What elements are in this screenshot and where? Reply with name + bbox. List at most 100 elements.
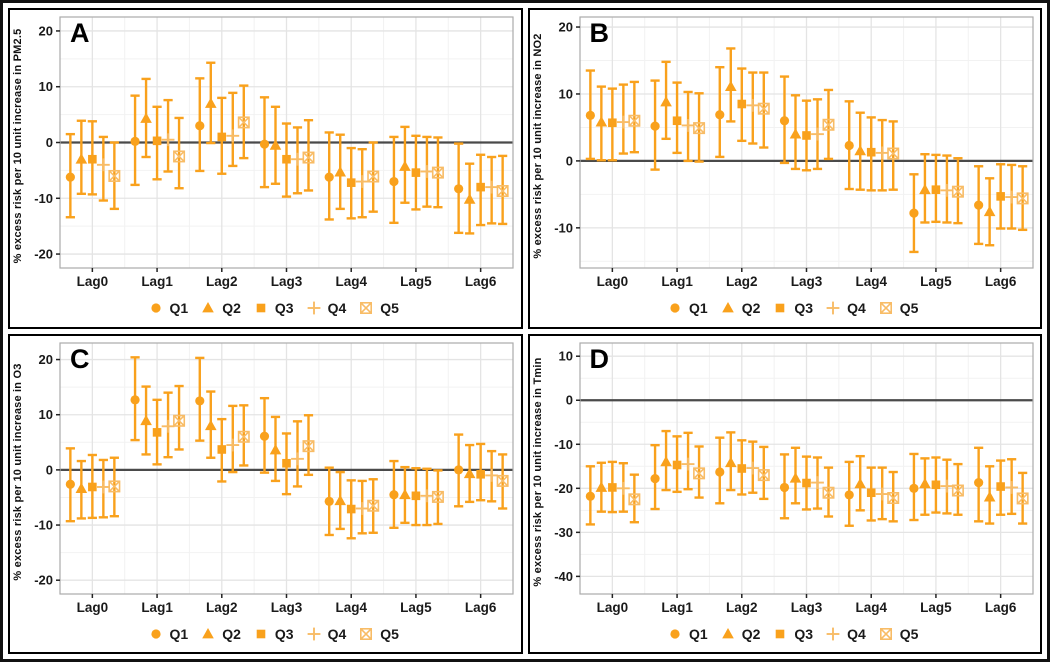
q5-crossed-square-marker — [627, 492, 640, 505]
q4-plus-marker — [96, 158, 110, 172]
q3-square-marker — [995, 192, 1005, 201]
q5-crossed-square-marker — [173, 150, 186, 163]
q2-triangle-marker — [853, 477, 866, 488]
legend-label: Q4 — [847, 300, 866, 316]
x-tick-label: Lag0 — [77, 600, 109, 615]
q1-circle-marker — [973, 477, 983, 487]
q2-triangle-marker — [595, 480, 607, 492]
legend-marker-icon — [150, 303, 161, 313]
panel-b-no2: % excess risk per 10 unit increase in NO… — [527, 8, 1042, 329]
x-tick-label: Lag4 — [335, 600, 367, 615]
q3-square-marker — [736, 463, 746, 473]
q5-crossed-square-marker — [886, 491, 899, 504]
q1-circle-marker — [649, 121, 660, 131]
y-tick-label: -10 — [34, 517, 53, 532]
legend: Q1 Q2 Q3 Q4 Q5 — [546, 620, 1039, 648]
legend-marker-icon — [826, 627, 840, 640]
x-tick-label: Lag2 — [726, 274, 758, 289]
legend-marker-icon — [256, 629, 266, 638]
legend-label: Q5 — [899, 300, 919, 316]
q4-plus-marker — [307, 627, 320, 640]
q4-plus-marker — [161, 133, 175, 147]
q3-square-marker — [256, 629, 266, 638]
q4-plus-marker — [226, 438, 240, 451]
q3-square-marker — [282, 154, 291, 164]
q4-plus-marker — [810, 475, 824, 489]
series-Q4 — [96, 390, 499, 535]
q4-plus-marker — [1004, 480, 1018, 494]
q3-square-marker — [476, 182, 485, 192]
legend: Q1 Q2 Q3 Q4 Q5 — [26, 620, 519, 648]
chart-svg: 20 10 0 -10 -20 Lag0 Lag1 Lag2 Lag3 Lag4 Lag5 Lag6 — [26, 12, 518, 294]
panel-c-o3: % excess risk per 10 unit increase in O3… — [8, 333, 523, 654]
q4-plus-marker — [681, 457, 694, 470]
q1-circle-marker — [195, 395, 205, 406]
q2-triangle-marker — [659, 96, 672, 107]
q5-crossed-square-marker — [951, 484, 964, 497]
q4-plus-marker — [96, 480, 110, 493]
q1-circle-marker — [908, 483, 919, 493]
x-tick-label: Lag6 — [984, 600, 1016, 615]
q1-circle-marker — [973, 200, 983, 210]
panel-label: B — [589, 18, 610, 48]
q2-triangle-marker — [721, 627, 734, 638]
error-bar — [303, 118, 314, 192]
legend-label: Q1 — [689, 625, 708, 642]
q2-triangle-marker — [334, 494, 347, 505]
q5-crossed-square-marker — [757, 468, 770, 481]
q3-square-marker — [607, 118, 617, 128]
q1-circle-marker — [324, 172, 334, 182]
q5-crossed-square-marker — [879, 627, 892, 640]
chart-svg: 20 10 0 -10 -20 Lag0 Lag1 Lag2 Lag3 Lag4 Lag5 Lag6 — [26, 337, 518, 620]
q2-triangle-marker — [140, 112, 152, 123]
legend-item-q4: Q4 — [304, 625, 347, 643]
q1-circle-marker — [670, 628, 680, 639]
y-tick-label: 20 — [558, 20, 572, 35]
error-bar — [758, 445, 768, 500]
y-tick-label: 10 — [558, 86, 572, 101]
q3-square-marker — [607, 482, 617, 492]
x-tick-label: Lag4 — [855, 600, 887, 615]
series-Q1 — [65, 77, 464, 235]
legend-item-q2: Q2 — [718, 299, 760, 317]
legend-item-q2: Q2 — [198, 299, 241, 317]
legend-label: Q4 — [327, 625, 347, 642]
q1-circle-marker — [844, 140, 854, 151]
x-tick-label: Lag2 — [206, 600, 238, 615]
error-bar — [758, 71, 768, 149]
error-bar — [693, 444, 704, 499]
error-bar — [629, 80, 639, 154]
q4-plus-marker — [616, 115, 630, 129]
legend-marker-icon — [202, 627, 215, 638]
legend-marker-icon — [776, 303, 785, 313]
x-tick-label: Lag1 — [661, 600, 693, 615]
q3-square-marker — [217, 444, 227, 454]
q3-square-marker — [152, 427, 162, 437]
chart-no2: 20 10 0 -10 Lag0 Lag1 Lag2 Lag3 Lag4 Lag5 Lag6 — [545, 12, 1038, 294]
series-Q3 — [607, 67, 1005, 230]
legend-marker-icon — [776, 629, 785, 638]
x-tick-label: Lag5 — [920, 600, 952, 615]
y-tick-label: 20 — [39, 352, 53, 367]
q1-circle-marker — [389, 176, 399, 187]
panel-a-pm25: % excess risk per 10 unit increase in PM… — [8, 8, 523, 329]
x-tick-label: Lag5 — [920, 274, 952, 289]
error-bar — [239, 403, 249, 467]
legend-label: Q4 — [327, 300, 347, 316]
q3-square-marker — [411, 491, 421, 500]
y-tick-label: 10 — [558, 348, 572, 363]
legend-item-q4: Q4 — [823, 625, 866, 643]
q4-plus-marker — [940, 479, 953, 493]
q4-plus-marker — [810, 127, 824, 141]
x-tick-label: Lag4 — [335, 274, 367, 289]
q3-square-marker — [346, 178, 356, 187]
q5-crossed-square-marker — [108, 479, 121, 492]
q4-plus-marker — [485, 180, 499, 194]
q5-crossed-square-marker — [302, 151, 315, 164]
legend-marker-icon — [150, 628, 161, 639]
q2-triangle-marker — [75, 153, 88, 164]
series-Q2 — [595, 47, 995, 247]
q2-triangle-marker — [463, 467, 476, 478]
chart-svg: 20 10 0 -10 Lag0 Lag1 Lag2 Lag3 Lag4 Lag5 Lag6 — [545, 12, 1038, 294]
